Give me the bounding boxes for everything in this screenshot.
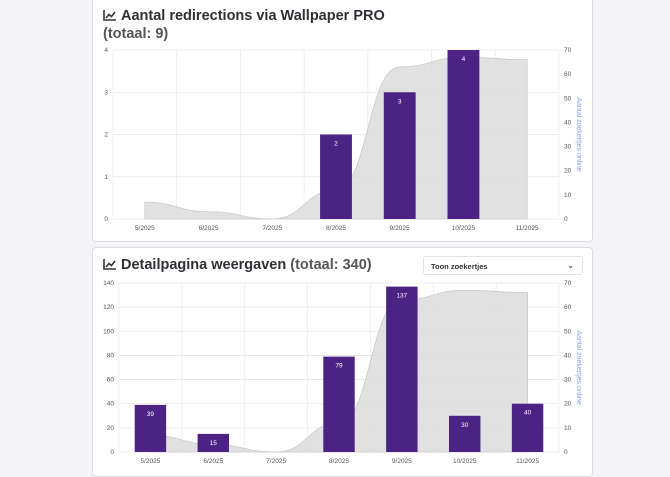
bar-data-label: 2 (334, 141, 338, 148)
y2-tick-label: 30 (564, 144, 572, 151)
y2-tick-label: 40 (564, 119, 572, 126)
x-tick-label: 11/2025 (516, 225, 539, 232)
y2-axis-label: Aantal zoekertjes online (575, 97, 582, 171)
chart-title-detailpagina: Detailpagina weergaven (totaal: 340) (121, 257, 372, 273)
x-tick-label: 6/2025 (199, 225, 219, 232)
y2-tick-label: 10 (564, 192, 572, 199)
x-tick-label: 9/2025 (390, 225, 410, 232)
bar-data-label: 4 (462, 56, 466, 63)
y-tick-label: 1 (104, 174, 108, 181)
chart-title-redirections: Aantal redirections via Wallpaper PRO (121, 8, 385, 24)
y2-tick-label: 50 (564, 95, 572, 102)
y-tick-label: 2 (104, 132, 108, 139)
chart-subtitle-redirections: (totaal: 9) (103, 26, 169, 42)
bar (447, 50, 480, 219)
x-tick-label: 7/2025 (262, 225, 282, 232)
x-tick-label: 5/2025 (135, 225, 155, 232)
y2-tick-label: 20 (564, 168, 572, 175)
bar-data-label: 3 (398, 98, 402, 105)
bar (383, 92, 416, 219)
y-tick-label: 4 (104, 47, 108, 54)
chevron-down-icon: ⌄ (567, 261, 574, 270)
line-chart-icon (103, 259, 116, 270)
y-tick-label: 3 (104, 89, 108, 96)
y2-tick-label: 60 (564, 71, 572, 78)
y2-tick-label: 0 (564, 216, 568, 223)
x-tick-label: 8/2025 (326, 225, 346, 232)
toon-zoekertjes-dropdown[interactable]: Toon zoekertjes ⌄ (423, 256, 583, 275)
x-tick-label: 10/2025 (452, 225, 476, 232)
line-chart-icon (103, 10, 116, 21)
dropdown-label: Toon zoekertjes (431, 262, 488, 271)
y2-tick-label: 70 (564, 47, 572, 54)
bar (320, 134, 352, 219)
y-tick-label: 0 (104, 216, 108, 223)
